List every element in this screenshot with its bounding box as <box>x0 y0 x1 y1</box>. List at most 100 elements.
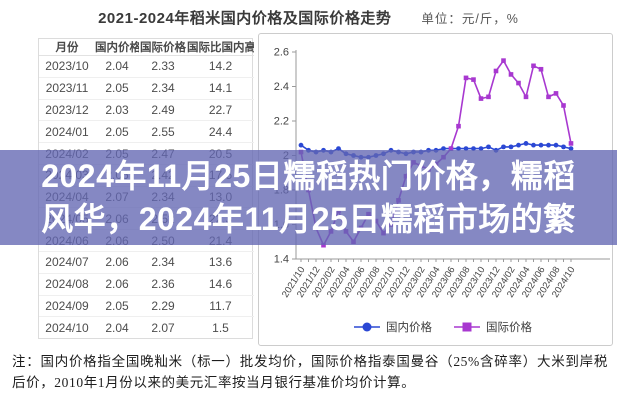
data-point <box>478 96 484 101</box>
table-cell: 2.34 <box>139 251 187 274</box>
table-col-header: 国际比国内高 <box>187 39 254 56</box>
unit-label: 单位：元/斤，% <box>421 12 519 26</box>
data-point <box>456 123 461 129</box>
data-point <box>523 141 529 146</box>
data-point <box>463 146 469 151</box>
footnote: 注：国内价格指全国晚籼米（标一）批发均价，国际价格指泰国曼谷（25%含碎率）大米… <box>12 354 608 390</box>
table-cell: 2.33 <box>139 55 187 78</box>
data-point <box>508 72 514 77</box>
table-col-header: 国内价格 <box>95 39 139 56</box>
data-point <box>501 144 506 150</box>
table-col-header: 国际价格 <box>139 39 187 56</box>
table-header-row: 月份 国内价格 国际价格 国际比国内高 <box>39 39 254 56</box>
table-cell: 24.4 <box>187 120 254 144</box>
caption-line-1: 2024年11月25日糯稻热门价格，糯稻 <box>41 157 576 194</box>
table-row: 2024/08 2.06 2.36 14.6 <box>39 273 254 296</box>
data-point <box>501 58 506 63</box>
table-cell: 2.05 <box>95 120 139 144</box>
table-cell: 2.04 <box>95 55 139 78</box>
table-cell: 13.6 <box>187 251 254 274</box>
y-tick-label: 2.2 <box>274 116 289 128</box>
legend-label: 国际价格 <box>486 320 532 334</box>
chart-header: 2021-2024年稻米国内价格及国际价格走势 单位：元/斤，% <box>0 7 617 28</box>
table-col-header: 月份 <box>39 39 95 56</box>
table-row: 2024/09 2.05 2.29 11.7 <box>39 295 254 318</box>
table-row: 2023/12 2.03 2.49 22.7 <box>39 99 254 122</box>
table-cell: 2.29 <box>139 295 187 318</box>
data-point <box>516 142 521 148</box>
data-point <box>553 91 559 96</box>
data-point <box>568 146 574 151</box>
legend-label: 国内价格 <box>386 320 432 334</box>
table-cell: 14.6 <box>187 273 254 296</box>
legend-square-marker-icon <box>462 322 472 332</box>
table-cell: 2.03 <box>95 99 139 122</box>
data-point <box>531 63 536 69</box>
table-cell: 2023/12 <box>39 99 95 122</box>
caption-overlay-banner: 2024年11月25日糯稻热门价格，糯稻 风华，2024年11月25日糯稻市场的… <box>0 150 617 245</box>
data-point <box>486 144 491 150</box>
caption-line-2: 风华，2024年11月25日糯稻市场的繁 <box>41 200 576 237</box>
table-cell: 2024/01 <box>39 120 95 144</box>
chart-title: 2021-2024年稻米国内价格及国际价格走势 <box>98 10 392 27</box>
data-point <box>471 146 476 151</box>
table-cell: 14.2 <box>187 55 254 78</box>
data-point <box>441 146 446 151</box>
data-point <box>546 94 551 100</box>
data-point <box>298 142 304 148</box>
data-point <box>561 103 566 108</box>
table-cell: 2.36 <box>139 273 187 296</box>
data-point <box>568 141 574 146</box>
table-cell: 2023/10 <box>39 55 95 78</box>
table-cell: 14.1 <box>187 77 254 100</box>
data-point <box>538 142 544 148</box>
legend-domestic: 国内价格 <box>354 320 432 334</box>
data-point <box>493 68 499 74</box>
legend-circle-marker-icon <box>362 322 372 332</box>
table-cell: 2.05 <box>95 295 139 318</box>
table-row: 2023/11 2.05 2.34 14.1 <box>39 77 254 100</box>
table-cell: 2.04 <box>105 320 129 335</box>
data-point <box>478 146 484 151</box>
data-point <box>516 80 521 86</box>
table-cell: 2.05 <box>95 77 139 100</box>
y-tick-label: 2.4 <box>274 81 289 93</box>
table-cell: 2024/09 <box>39 295 95 318</box>
table-cell: 22.7 <box>187 99 254 122</box>
legend-international: 国际价格 <box>454 320 532 334</box>
data-point <box>531 142 536 148</box>
y-tick-label: 2.6 <box>274 47 289 59</box>
table-cell: 2024/07 <box>39 251 95 274</box>
data-point <box>546 142 551 148</box>
data-point <box>471 77 476 82</box>
data-point <box>456 146 461 151</box>
table-row: 2024/10 2.04 2.07 1.5 <box>39 317 254 338</box>
data-point <box>508 144 514 150</box>
table-cell: 2.55 <box>139 120 187 144</box>
table-row: 2024/01 2.05 2.55 24.4 <box>39 120 254 144</box>
price-table-head: 月份 国内价格 国际价格 国际比国内高 <box>39 39 254 56</box>
data-point <box>538 66 544 72</box>
data-point <box>561 144 566 150</box>
data-point <box>336 146 341 151</box>
table-cell: 2.07 <box>151 320 175 335</box>
chart-legend: 国内价格 国际价格 <box>354 320 532 334</box>
table-cell: 2.49 <box>139 99 187 122</box>
table-cell: 2.06 <box>95 273 139 296</box>
table-row: 2024/07 2.06 2.34 13.6 <box>39 251 254 274</box>
data-point <box>553 142 559 148</box>
table-cell: 2.34 <box>139 77 187 100</box>
data-point <box>463 75 469 81</box>
data-point <box>523 94 529 100</box>
table-cell: 2024/10 <box>45 320 89 335</box>
table-cell: 2.06 <box>95 251 139 274</box>
data-point <box>448 146 454 151</box>
table-cell: 2024/08 <box>39 273 95 296</box>
data-point <box>486 94 491 100</box>
data-point <box>321 242 326 248</box>
table-row: 2023/10 2.04 2.33 14.2 <box>39 55 254 78</box>
y-tick-label: 1.4 <box>274 254 289 266</box>
table-cell: 11.7 <box>187 295 254 318</box>
table-cell: 1.5 <box>212 320 229 335</box>
